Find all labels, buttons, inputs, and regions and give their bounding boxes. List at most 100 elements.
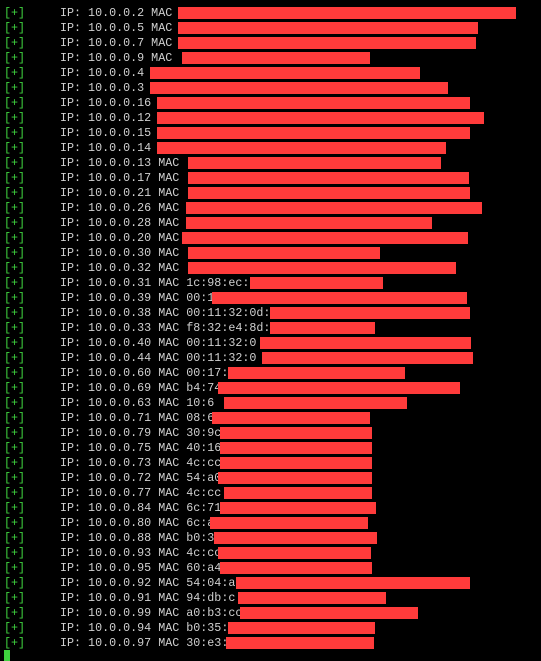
- redaction: [188, 172, 469, 184]
- redaction: [210, 517, 368, 529]
- scan-result: IP: 10.0.0.33 MAC f8:32:e4:8d:: [60, 321, 270, 335]
- redaction: [260, 337, 471, 349]
- status-prefix: [+]: [4, 201, 25, 215]
- redaction: [224, 397, 407, 409]
- redaction: [214, 532, 377, 544]
- redaction: [220, 562, 372, 574]
- status-prefix: [+]: [4, 576, 25, 590]
- redaction: [182, 232, 468, 244]
- scan-result: IP: 10.0.0.97 MAC 30:e3:: [60, 636, 228, 650]
- status-prefix: [+]: [4, 366, 25, 380]
- scan-result: IP: 10.0.0.3: [60, 81, 144, 95]
- status-prefix: [+]: [4, 66, 25, 80]
- scan-result: IP: 10.0.0.21 MAC: [60, 186, 179, 200]
- redaction: [218, 547, 371, 559]
- scan-result: IP: 10.0.0.44 MAC 00:11:32:0: [60, 351, 256, 365]
- scan-result: IP: 10.0.0.15: [60, 126, 151, 140]
- redaction: [262, 352, 473, 364]
- scan-result: IP: 10.0.0.26 MAC: [60, 201, 179, 215]
- status-prefix: [+]: [4, 351, 25, 365]
- scan-result: IP: 10.0.0.30 MAC: [60, 246, 179, 260]
- status-prefix: [+]: [4, 516, 25, 530]
- redaction: [220, 457, 372, 469]
- scan-result: IP: 10.0.0.88 MAC b0:3: [60, 531, 214, 545]
- scan-result: IP: 10.0.0.2 MAC: [60, 6, 172, 20]
- scan-result: IP: 10.0.0.95 MAC 60:a4: [60, 561, 221, 575]
- redaction: [188, 187, 470, 199]
- redaction: [218, 472, 372, 484]
- scan-result: IP: 10.0.0.38 MAC 00:11:32:0d:0e:8: [60, 306, 298, 320]
- status-prefix: [+]: [4, 36, 25, 50]
- scan-result: IP: 10.0.0.40 MAC 00:11:32:0: [60, 336, 256, 350]
- scan-result: IP: 10.0.0.32 MAC: [60, 261, 179, 275]
- status-prefix: [+]: [4, 291, 25, 305]
- redaction: [220, 502, 376, 514]
- status-prefix: [+]: [4, 51, 25, 65]
- status-prefix: [+]: [4, 81, 25, 95]
- status-prefix: [+]: [4, 396, 25, 410]
- scan-result: IP: 10.0.0.39 MAC 00:1: [60, 291, 214, 305]
- redaction: [212, 412, 370, 424]
- redaction: [186, 217, 432, 229]
- scan-result: IP: 10.0.0.93 MAC 4c:cc: [60, 546, 221, 560]
- redaction: [220, 442, 372, 454]
- redaction: [228, 367, 405, 379]
- status-prefix: [+]: [4, 546, 25, 560]
- scan-result: IP: 10.0.0.28 MAC: [60, 216, 179, 230]
- scan-result: IP: 10.0.0.7 MAC: [60, 36, 172, 50]
- scan-result: IP: 10.0.0.71 MAC 08:6: [60, 411, 214, 425]
- scan-result: IP: 10.0.0.14: [60, 141, 151, 155]
- status-prefix: [+]: [4, 591, 25, 605]
- scan-result: IP: 10.0.0.63 MAC 10:6: [60, 396, 214, 410]
- scan-result: IP: 10.0.0.80 MAC 6c:a: [60, 516, 214, 530]
- redaction: [157, 112, 484, 124]
- status-prefix: [+]: [4, 246, 25, 260]
- scan-result: IP: 10.0.0.79 MAC 30:9c: [60, 426, 221, 440]
- cursor: [4, 650, 10, 661]
- status-prefix: [+]: [4, 156, 25, 170]
- status-prefix: [+]: [4, 171, 25, 185]
- scan-result: IP: 10.0.0.69 MAC b4:74: [60, 381, 221, 395]
- scan-result: IP: 10.0.0.91 MAC 94:db:c: [60, 591, 235, 605]
- status-prefix: [+]: [4, 96, 25, 110]
- status-prefix: [+]: [4, 306, 25, 320]
- scan-result: IP: 10.0.0.77 MAC 4c:cc: [60, 486, 221, 500]
- scan-result: IP: 10.0.0.12: [60, 111, 151, 125]
- redaction: [150, 82, 448, 94]
- scan-result: IP: 10.0.0.99 MAC a0:b3:cc: [60, 606, 242, 620]
- redaction: [178, 37, 476, 49]
- redaction: [228, 622, 375, 634]
- scan-result: IP: 10.0.0.75 MAC 40:16: [60, 441, 221, 455]
- redaction: [188, 262, 456, 274]
- status-prefix: [+]: [4, 471, 25, 485]
- scan-result: IP: 10.0.0.31 MAC 1c:98:ec:3: [60, 276, 256, 290]
- scan-result: IP: 10.0.0.84 MAC 6c:71: [60, 501, 221, 515]
- status-prefix: [+]: [4, 231, 25, 245]
- status-prefix: [+]: [4, 141, 25, 155]
- status-prefix: [+]: [4, 636, 25, 650]
- scan-result: IP: 10.0.0.9 MAC: [60, 51, 172, 65]
- status-prefix: [+]: [4, 276, 25, 290]
- status-prefix: [+]: [4, 6, 25, 20]
- scan-result: IP: 10.0.0.60 MAC 00:17:: [60, 366, 228, 380]
- status-prefix: [+]: [4, 621, 25, 635]
- status-prefix: [+]: [4, 186, 25, 200]
- status-prefix: [+]: [4, 321, 25, 335]
- status-prefix: [+]: [4, 561, 25, 575]
- scan-result: IP: 10.0.0.92 MAC 54:04:a: [60, 576, 235, 590]
- redaction: [218, 382, 460, 394]
- redaction: [178, 7, 516, 19]
- redaction: [178, 22, 478, 34]
- redaction: [226, 637, 374, 649]
- status-prefix: [+]: [4, 486, 25, 500]
- redaction: [157, 127, 470, 139]
- redaction: [250, 277, 383, 289]
- redaction: [270, 322, 375, 334]
- status-prefix: [+]: [4, 606, 25, 620]
- redaction: [240, 607, 418, 619]
- redaction: [186, 202, 482, 214]
- scan-result: IP: 10.0.0.17 MAC: [60, 171, 179, 185]
- status-prefix: [+]: [4, 381, 25, 395]
- status-prefix: [+]: [4, 501, 25, 515]
- status-prefix: [+]: [4, 426, 25, 440]
